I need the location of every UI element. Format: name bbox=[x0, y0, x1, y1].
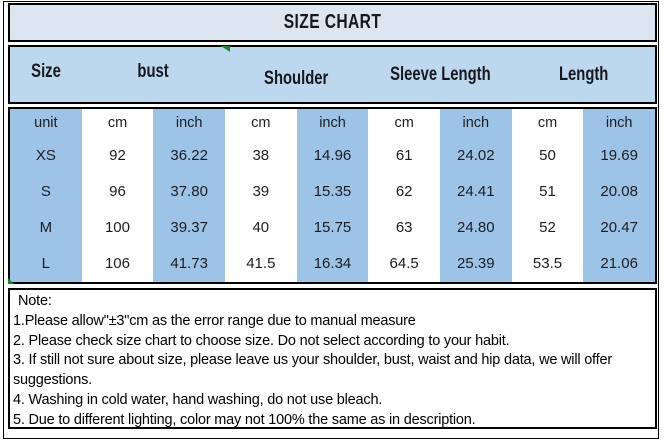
unit-row-cell: cm bbox=[511, 109, 584, 137]
size-label-cell: M bbox=[10, 209, 82, 246]
note-line: 5. Due to different lighting, color may … bbox=[13, 411, 476, 428]
unit-row-cell: cm bbox=[224, 109, 297, 137]
measurement-cell: 25.39 bbox=[439, 245, 512, 282]
measurement-cell: 20.47 bbox=[583, 209, 655, 246]
notes-section: Note: 1.Please allow"±3"cm as the error … bbox=[8, 288, 657, 429]
green-flag-bottom-icon bbox=[8, 278, 14, 284]
measurement-cell: 52 bbox=[511, 209, 584, 246]
measurement-cell: 36.22 bbox=[153, 137, 225, 174]
measurement-cell: 64.5 bbox=[368, 245, 440, 282]
unit-row-cell: inch bbox=[439, 109, 512, 137]
measurement-cell: 38 bbox=[224, 137, 297, 174]
measurement-cell: 92 bbox=[81, 137, 154, 174]
column-group-length: Length bbox=[512, 47, 655, 102]
measurement-cell: 14.96 bbox=[296, 137, 369, 174]
column-group-size: Size bbox=[10, 47, 82, 102]
unit-row-cell: cm bbox=[81, 109, 154, 137]
measurement-cell: 41.73 bbox=[153, 245, 225, 282]
unit-row-cell: unit bbox=[10, 109, 82, 137]
size-label-cell: L bbox=[10, 245, 82, 282]
chart-title-bar: SIZE CHART bbox=[8, 3, 657, 42]
measurement-cell: 63 bbox=[368, 209, 440, 246]
column-group-label: Sleeve Length bbox=[389, 63, 491, 85]
measurement-cell: 39 bbox=[224, 173, 297, 210]
measurement-cell: 53.5 bbox=[511, 245, 584, 282]
column-group-header-row: Size bust Shoulder Sleeve Length Length bbox=[8, 45, 657, 104]
note-line: 4. Washing in cold water, hand washing, … bbox=[13, 391, 383, 408]
measurement-cell: 51 bbox=[511, 173, 584, 210]
measurement-cell: 39.37 bbox=[153, 209, 225, 246]
column-group-label: bust bbox=[137, 60, 169, 82]
measurement-cell: 19.69 bbox=[583, 137, 655, 174]
measurement-cell: 24.41 bbox=[439, 173, 512, 210]
unit-row-cell: inch bbox=[296, 109, 369, 137]
unit-row-cell: cm bbox=[368, 109, 440, 137]
measurement-cell: 61 bbox=[368, 137, 440, 174]
notes-heading: Note: bbox=[18, 293, 52, 309]
measurement-cell: 15.35 bbox=[296, 173, 369, 210]
measurement-cell: 24.02 bbox=[439, 137, 512, 174]
column-group-bust: bust bbox=[82, 47, 225, 102]
size-label-cell: S bbox=[10, 173, 82, 210]
measurement-cell: 106 bbox=[81, 245, 154, 282]
unit-row-cell: inch bbox=[153, 109, 225, 137]
column-group-shoulder: Shoulder bbox=[225, 47, 368, 102]
note-line: 1.Please allow"±3"cm as the error range … bbox=[13, 312, 416, 329]
measurement-cell: 24.80 bbox=[439, 209, 512, 246]
measurement-cell: 15.75 bbox=[296, 209, 369, 246]
note-line: 3. If still not sure about size, please … bbox=[13, 352, 612, 389]
column-group-label: Shoulder bbox=[264, 67, 329, 89]
green-flag-top-icon bbox=[221, 46, 230, 52]
measurement-cell: 41.5 bbox=[224, 245, 297, 282]
size-table: unit cm inch cm inch cm inch cm inch XS 92 36.22 38 1… bbox=[8, 107, 657, 284]
measurement-cell: 16.34 bbox=[296, 245, 369, 282]
measurement-cell: 62 bbox=[368, 173, 440, 210]
measurement-cell: 100 bbox=[81, 209, 154, 246]
measurement-cell: 96 bbox=[81, 173, 154, 210]
unit-row-cell: inch bbox=[583, 109, 655, 137]
measurement-cell: 40 bbox=[224, 209, 297, 246]
note-line: 2. Please check size chart to choose siz… bbox=[13, 332, 510, 349]
measurement-cell: 50 bbox=[511, 137, 584, 174]
size-label-cell: XS bbox=[10, 137, 82, 174]
column-group-label: Length bbox=[558, 63, 609, 85]
measurement-cell: 37.80 bbox=[153, 173, 225, 210]
measurement-cell: 21.06 bbox=[583, 245, 655, 282]
column-group-sleeve-length: Sleeve Length bbox=[368, 47, 511, 102]
measurement-cell: 20.08 bbox=[583, 173, 655, 210]
chart-title: SIZE CHART bbox=[283, 11, 382, 33]
column-group-label: Size bbox=[30, 60, 61, 82]
